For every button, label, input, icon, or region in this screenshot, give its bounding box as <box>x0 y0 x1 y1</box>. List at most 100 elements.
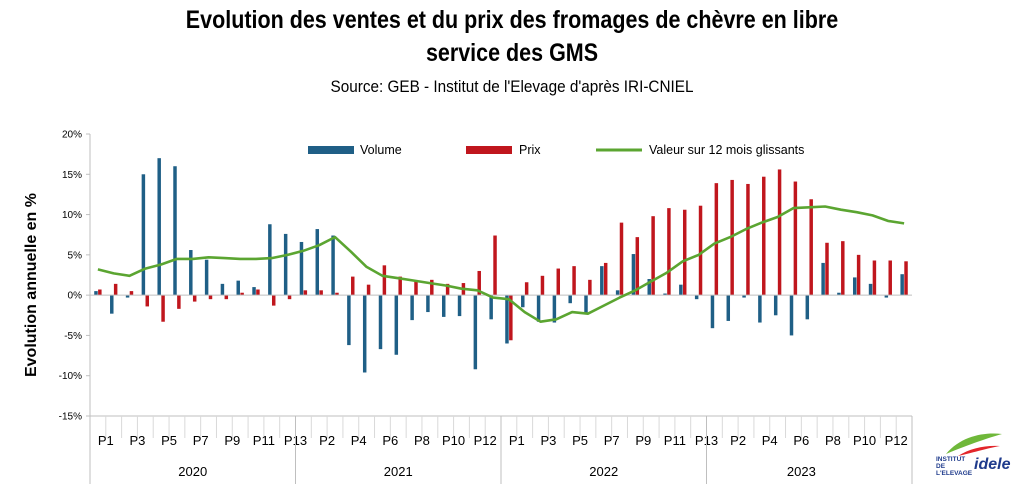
y-tick-label: -15% <box>59 412 82 423</box>
volume-bar <box>615 290 620 296</box>
volume-bar <box>410 295 414 321</box>
volume-bar <box>189 250 193 296</box>
x-tick-label: P5 <box>161 433 177 448</box>
x-tick-label: P10 <box>853 433 876 448</box>
volume-bar <box>821 262 825 296</box>
volume-bar <box>315 229 320 296</box>
prix-bar <box>667 208 671 296</box>
prix-bar <box>714 183 719 296</box>
logo-institute-text: INSTITUT DE L'ELEVAGE <box>936 456 973 477</box>
x-tick-label: P4 <box>762 433 778 448</box>
x-tick-label: P7 <box>193 433 209 448</box>
volume-bar <box>884 295 889 298</box>
volume-bar <box>742 295 746 298</box>
x-tick-label: P8 <box>825 433 841 448</box>
volume-bar <box>868 283 873 296</box>
volume-bar <box>805 295 810 320</box>
volume-bar <box>457 295 462 317</box>
prix-bar <box>192 295 197 302</box>
volume-bar <box>710 295 715 329</box>
volume-bar <box>837 292 841 296</box>
volume-bar <box>299 241 304 296</box>
x-tick-label: P7 <box>604 433 620 448</box>
prix-bar <box>335 292 339 296</box>
prix-bar <box>809 199 813 296</box>
year-label: 2022 <box>589 464 618 479</box>
prix-bar <box>351 276 355 296</box>
volume-bar <box>852 277 857 296</box>
leaf-logo-icon <box>946 433 1002 456</box>
volume-bar <box>679 284 683 296</box>
legend-volume-swatch <box>308 146 354 154</box>
volume-bar <box>505 295 509 344</box>
prix-bar <box>382 265 387 296</box>
prix-bar <box>366 284 371 296</box>
prix-bar <box>493 235 497 296</box>
volume-bar <box>252 287 256 296</box>
prix-bar <box>98 289 102 296</box>
y-tick-label: -5% <box>64 331 82 342</box>
legend-valeur-label: Valeur sur 12 mois glissants <box>649 143 804 157</box>
volume-bar <box>268 224 272 296</box>
prix-bar <box>224 295 229 300</box>
prix-bar <box>777 169 782 296</box>
valeur-line <box>97 205 905 324</box>
x-tick-label: P5 <box>572 433 588 448</box>
x-tick-label: P3 <box>129 433 145 448</box>
y-tick-label: 10% <box>62 210 82 221</box>
prix-bar <box>208 295 213 300</box>
x-tick-label: P6 <box>793 433 809 448</box>
prix-bar <box>825 242 829 296</box>
volume-bar <box>521 295 525 308</box>
idele-logo: INSTITUT DE L'ELEVAGE idele <box>936 428 1010 484</box>
x-tick-label: P1 <box>509 433 525 448</box>
volume-bar <box>441 295 446 317</box>
legend-prix-label: Prix <box>519 143 541 157</box>
prix-bar <box>619 222 624 296</box>
volume-bar <box>489 295 493 320</box>
volume-bar <box>110 295 114 314</box>
volume-bar <box>220 283 225 296</box>
prix-bar <box>603 262 608 296</box>
x-tick-label: P9 <box>635 433 651 448</box>
x-tick-label: P10 <box>442 433 465 448</box>
y-tick-label: 20% <box>62 130 82 141</box>
x-tick-label: P6 <box>382 433 398 448</box>
x-tick-label: P8 <box>414 433 430 448</box>
volume-bar <box>204 259 209 296</box>
volume-bar <box>647 279 651 296</box>
x-tick-label: P4 <box>351 433 367 448</box>
prix-bar <box>524 282 529 296</box>
chart-subtitle: Source: GEB - Institut de l'Elevage d'ap… <box>330 77 694 96</box>
prix-bar <box>682 209 687 296</box>
prix-bar <box>872 260 877 296</box>
x-tick-label: P11 <box>253 433 275 448</box>
volume-bar <box>378 295 383 350</box>
volume-bar <box>900 274 904 296</box>
year-label: 2020 <box>178 464 207 479</box>
volume-bar <box>347 295 351 346</box>
prix-bar <box>177 295 181 309</box>
x-tick-label: P3 <box>540 433 556 448</box>
prix-bar <box>240 292 244 296</box>
volume-bar <box>157 158 161 296</box>
prix-bar <box>698 205 703 296</box>
volume-bar <box>726 295 731 321</box>
volume-bar <box>94 291 98 296</box>
prix-bar <box>161 295 165 322</box>
prix-bar <box>319 290 323 296</box>
prix-bar <box>430 279 434 296</box>
volume-bar <box>426 295 430 313</box>
y-tick-label: 0% <box>68 291 83 302</box>
volume-bar <box>600 266 604 296</box>
volume-bar <box>773 295 778 316</box>
prix-bar <box>588 279 592 296</box>
prix-bar <box>287 295 292 300</box>
prix-bar <box>113 283 118 296</box>
prix-bar <box>841 241 845 296</box>
volume-bar <box>236 280 240 296</box>
prix-bar <box>509 295 513 341</box>
prix-bar <box>477 270 481 296</box>
volume-bar <box>694 295 699 300</box>
